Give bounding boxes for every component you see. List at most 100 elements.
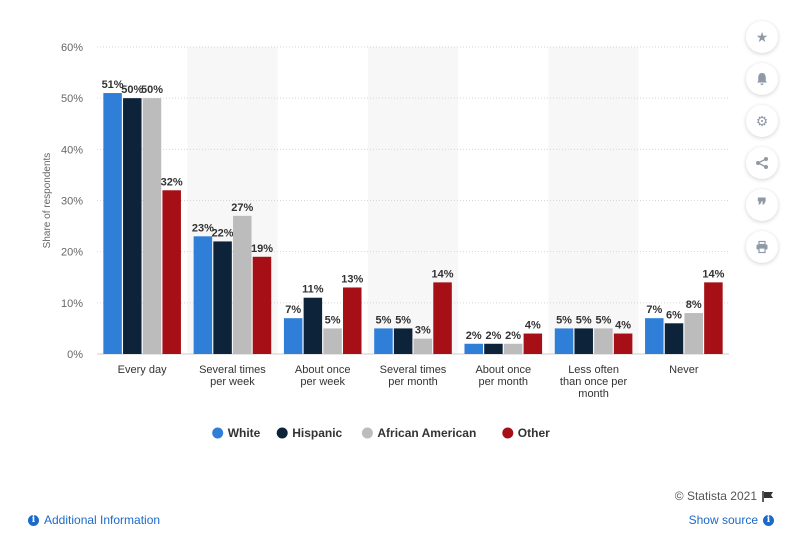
data-label: 13% (341, 273, 363, 285)
x-category-label-line: per month (479, 376, 529, 388)
bar (613, 333, 633, 354)
x-category-label: Several times per month (380, 364, 447, 388)
data-label: 23% (192, 222, 214, 234)
bar (103, 93, 122, 355)
data-label: 2% (466, 330, 482, 342)
data-label: 4% (525, 320, 541, 332)
bar (162, 190, 181, 354)
bar (645, 318, 664, 354)
bar (554, 328, 574, 354)
data-label: 5% (576, 314, 592, 326)
bar (684, 313, 703, 354)
data-label: 22% (212, 227, 234, 239)
data-label: 2% (505, 330, 521, 342)
legend-marker (361, 427, 373, 439)
bar (503, 343, 523, 354)
bar (233, 215, 252, 354)
data-label: 4% (615, 320, 631, 332)
bar (283, 318, 303, 354)
copyright-text: © Statista 2021 (674, 489, 757, 503)
data-label: 7% (285, 304, 301, 316)
bar (303, 297, 323, 354)
y-tick-label: 0% (67, 349, 83, 361)
bar (664, 323, 684, 354)
x-category-label-line: per week (300, 376, 345, 388)
data-label: 51% (102, 79, 124, 91)
data-label: 14% (702, 268, 724, 280)
bar (413, 338, 433, 354)
x-category-label: Less often than once per month (560, 364, 628, 400)
share-icon[interactable] (746, 147, 778, 179)
data-label: 5% (556, 314, 572, 326)
print-icon[interactable] (746, 231, 778, 263)
legend-item: African American (377, 426, 476, 440)
x-category-label-line: Less often (568, 364, 619, 376)
bar (484, 343, 503, 354)
quote-icon[interactable]: ❞ (746, 189, 778, 221)
bell-icon[interactable] (746, 63, 778, 95)
x-category-label: Never (669, 364, 699, 376)
x-category-label-line: than once per (560, 376, 628, 388)
data-label: 6% (666, 309, 682, 321)
data-label: 14% (432, 268, 454, 280)
data-label: 5% (395, 314, 411, 326)
show-source-link[interactable]: Show source i (689, 513, 774, 527)
bar (193, 236, 213, 354)
y-tick-label: 50% (61, 93, 83, 105)
bar (142, 98, 162, 355)
x-category-label-line: Every day (118, 364, 167, 376)
data-label: 7% (646, 304, 662, 316)
y-tick-label: 10% (61, 298, 83, 310)
data-label: 5% (595, 314, 611, 326)
copyright: © Statista 2021 (675, 489, 774, 503)
info-icon: i (28, 514, 39, 526)
data-label: 11% (302, 284, 324, 296)
y-tick-label: 60% (61, 42, 83, 54)
data-label: 2% (485, 330, 501, 342)
legend-item: Hispanic (292, 426, 342, 440)
bar (374, 328, 393, 354)
data-label: 19% (251, 243, 273, 255)
additional-information-label: Additional Information (44, 513, 161, 527)
bar (433, 282, 452, 354)
data-label: 5% (375, 314, 391, 326)
x-category-label-line: month (578, 388, 609, 400)
bar (574, 328, 593, 354)
x-category-label-line: Never (669, 364, 699, 376)
show-source-label: Show source (688, 513, 758, 527)
data-label: 50% (141, 84, 163, 96)
y-tick-label: 20% (61, 247, 83, 259)
data-label: 27% (231, 202, 253, 214)
x-category-label-line: About once (295, 364, 351, 376)
x-category-label: Several times per week (199, 364, 266, 388)
category-band (548, 47, 639, 354)
gear-icon[interactable]: ⚙ (746, 105, 778, 137)
x-category-label-line: per month (388, 376, 438, 388)
bar (343, 287, 362, 354)
bar (704, 282, 723, 354)
x-category-label-line: Several times (199, 364, 266, 376)
x-category-label-line: per week (210, 376, 255, 388)
x-category-label: About once per month (475, 364, 531, 388)
bar (523, 333, 543, 354)
legend-marker (276, 427, 288, 439)
star-icon[interactable]: ★ (746, 21, 778, 53)
additional-information-link[interactable]: i Additional Information (28, 513, 160, 527)
legend-item: White (228, 426, 261, 440)
bar (323, 328, 342, 354)
data-label: 32% (161, 176, 183, 188)
data-label: 8% (686, 299, 702, 311)
flag-icon (762, 490, 773, 502)
x-category-label-line: About once (475, 364, 531, 376)
y-tick-label: 40% (61, 144, 83, 156)
bar (252, 256, 272, 354)
x-category-label: Every day (118, 364, 167, 376)
legend-marker (212, 427, 224, 439)
legend-item: Other (518, 426, 550, 440)
x-category-label: About once per week (295, 364, 351, 388)
y-axis-title: Share of respondents (42, 153, 53, 249)
x-category-label-line: Several times (380, 364, 447, 376)
y-tick-label: 30% (61, 196, 83, 208)
